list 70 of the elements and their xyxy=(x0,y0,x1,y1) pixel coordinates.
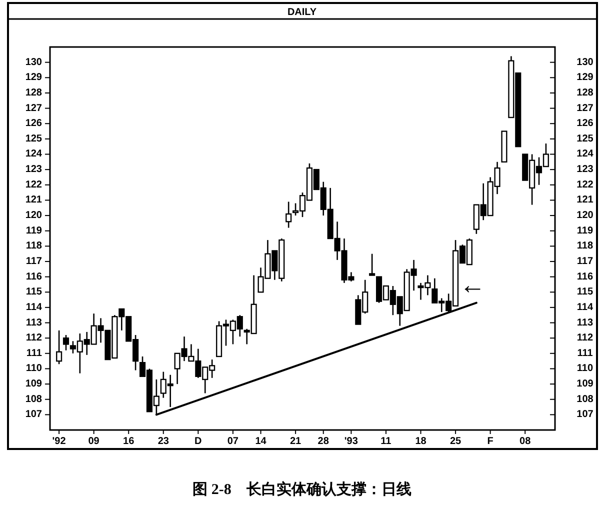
x-tick-label: 21 xyxy=(290,436,302,447)
y-tick-label: 118 xyxy=(26,240,42,252)
y-tick-label: 108 xyxy=(25,394,42,405)
y2-tick-label: 107 xyxy=(576,409,594,420)
y-tick-label: 113 xyxy=(26,317,42,328)
y2-tick-label: 127 xyxy=(576,102,594,114)
y-tick-label: 114 xyxy=(26,302,42,313)
y2-tick-label: 121 xyxy=(576,194,594,206)
y2-tick-label: 116 xyxy=(576,271,594,282)
x-tick-label: 28 xyxy=(318,436,330,447)
y-tick-label: 121 xyxy=(25,194,42,206)
y2-tick-label: 110 xyxy=(576,363,594,374)
y2-tick-label: 117 xyxy=(576,256,594,267)
y2-tick-label: 123 xyxy=(576,164,594,176)
y-tick-label: 127 xyxy=(25,102,42,114)
x-tick-label: '93 xyxy=(344,436,358,447)
y2-tick-label: 122 xyxy=(576,179,594,190)
y-tick-label: 128 xyxy=(25,87,42,98)
x-tick-label: 25 xyxy=(450,436,462,447)
x-tick-label: 14 xyxy=(255,436,267,447)
y-tick-label: 126 xyxy=(25,118,42,130)
y2-tick-label: 115 xyxy=(576,286,594,298)
y2-tick-label: 130 xyxy=(576,56,594,68)
y-tick-label: 129 xyxy=(25,72,42,84)
y-tick-label: 119 xyxy=(26,225,42,236)
candlestick xyxy=(62,334,70,351)
y2-tick-label: 126 xyxy=(576,118,594,130)
x-tick-label: 09 xyxy=(88,436,100,447)
y2-tick-label: 118 xyxy=(576,240,594,252)
annotation: ← xyxy=(460,269,486,300)
y2-tick-label: 113 xyxy=(576,317,594,328)
y-tick-label: 123 xyxy=(25,164,42,176)
candlestick xyxy=(56,330,62,365)
x-tick-label: 07 xyxy=(227,436,239,447)
y2-tick-label: 124 xyxy=(576,148,594,160)
y-tick-label: 112 xyxy=(26,332,42,344)
candlestick xyxy=(369,253,376,276)
x-tick-label: 11 xyxy=(380,436,392,447)
y-tick-label: 109 xyxy=(25,378,42,390)
chart-title: DAILY xyxy=(287,7,317,18)
y-tick-label: 110 xyxy=(26,363,42,374)
y2-tick-label: 128 xyxy=(576,87,594,98)
x-tick-label: 08 xyxy=(520,436,532,447)
y-tick-label: 107 xyxy=(25,409,42,420)
y-tick-label: 117 xyxy=(26,256,42,267)
x-tick-label: D xyxy=(194,436,202,447)
y-tick-label: 122 xyxy=(25,179,42,190)
x-tick-label: 23 xyxy=(158,436,170,447)
y2-tick-label: 111 xyxy=(577,348,594,359)
y2-tick-label: 108 xyxy=(576,394,594,405)
y-tick-label: 111 xyxy=(26,348,42,359)
y2-tick-label: 125 xyxy=(576,133,594,144)
y2-tick-label: 112 xyxy=(576,332,594,344)
caption: 图 2-8 长白实体确认支撑：日线 xyxy=(192,480,412,498)
y-tick-label: 125 xyxy=(25,133,42,144)
x-tick-label: 16 xyxy=(123,436,135,447)
x-tick-label: 18 xyxy=(415,436,427,447)
x-tick-label: '92 xyxy=(52,436,66,447)
y-tick-label: 120 xyxy=(25,210,42,222)
y2-tick-label: 119 xyxy=(576,225,594,236)
y-tick-label: 116 xyxy=(26,271,42,282)
y2-tick-label: 120 xyxy=(576,210,594,222)
y2-tick-label: 114 xyxy=(576,302,594,313)
y-tick-label: 130 xyxy=(25,56,42,68)
y-tick-label: 115 xyxy=(26,286,42,298)
y2-tick-label: 109 xyxy=(576,378,594,390)
candlestick xyxy=(286,201,292,228)
x-tick-label: F xyxy=(487,436,494,447)
y2-tick-label: 129 xyxy=(576,72,594,84)
y-tick-label: 124 xyxy=(25,148,42,160)
